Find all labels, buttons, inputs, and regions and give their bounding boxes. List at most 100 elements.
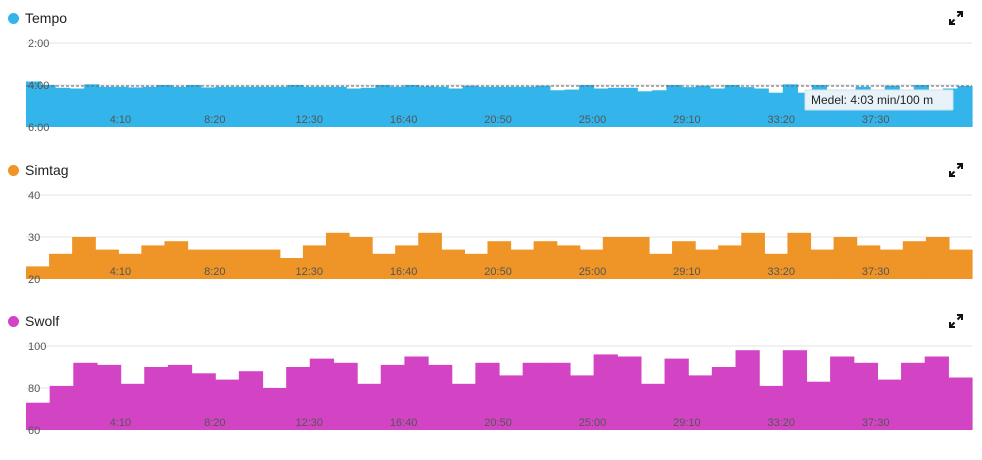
- chart-bar[interactable]: [258, 86, 275, 127]
- chart-bar[interactable]: [856, 245, 881, 279]
- chart-bar[interactable]: [96, 364, 122, 430]
- chart-bar[interactable]: [741, 232, 765, 279]
- chart-bar[interactable]: [233, 249, 258, 279]
- chart-bar[interactable]: [901, 362, 926, 430]
- chart-bar[interactable]: [302, 245, 327, 279]
- chart-bar[interactable]: [273, 86, 289, 127]
- chart-bar[interactable]: [113, 86, 129, 127]
- chart-bar[interactable]: [957, 86, 973, 127]
- chart-bar[interactable]: [84, 84, 100, 127]
- chart-bar[interactable]: [877, 379, 902, 430]
- chart-bar[interactable]: [564, 89, 580, 127]
- chart-bar[interactable]: [579, 249, 604, 279]
- chart-bar[interactable]: [389, 86, 405, 127]
- chart-bar[interactable]: [556, 245, 581, 279]
- chart-bar[interactable]: [433, 86, 449, 127]
- chart-bar[interactable]: [546, 362, 571, 430]
- chart-bar[interactable]: [549, 90, 566, 127]
- chart-bar[interactable]: [535, 85, 551, 127]
- chart-bar[interactable]: [711, 367, 737, 430]
- chart-bar[interactable]: [710, 88, 726, 128]
- chart-bar[interactable]: [651, 90, 667, 127]
- chart-bar[interactable]: [672, 241, 696, 279]
- chart-bar[interactable]: [475, 362, 500, 430]
- chart-bar[interactable]: [309, 358, 335, 430]
- chart-bar[interactable]: [753, 88, 769, 128]
- chart-bar[interactable]: [200, 87, 216, 127]
- chart-bar[interactable]: [141, 245, 166, 279]
- chart-bar[interactable]: [510, 249, 535, 279]
- chart-bar[interactable]: [491, 86, 507, 127]
- chart-bar[interactable]: [462, 85, 478, 127]
- chart-bar[interactable]: [768, 92, 784, 127]
- chart-bar[interactable]: [739, 87, 755, 127]
- chart-bar[interactable]: [695, 249, 719, 279]
- chart-bar[interactable]: [782, 84, 798, 127]
- chart-bar[interactable]: [404, 85, 420, 127]
- chart-bar[interactable]: [262, 388, 287, 430]
- chart-bar[interactable]: [256, 249, 281, 279]
- chart-bar[interactable]: [286, 367, 311, 430]
- chart-bar[interactable]: [191, 373, 216, 430]
- chart-bar[interactable]: [948, 377, 973, 431]
- chart-bar[interactable]: [879, 249, 904, 279]
- chart-bar[interactable]: [448, 88, 464, 128]
- chart-bar[interactable]: [759, 385, 784, 430]
- chart-bar[interactable]: [26, 266, 50, 279]
- expand-arrows-icon[interactable]: [948, 10, 964, 26]
- chart-bar[interactable]: [171, 86, 187, 127]
- chart-bar[interactable]: [244, 86, 260, 127]
- chart-bar[interactable]: [229, 86, 245, 127]
- chart-bar[interactable]: [144, 367, 169, 430]
- chart-bar[interactable]: [902, 241, 927, 279]
- chart-bar[interactable]: [948, 249, 973, 279]
- chart-bar[interactable]: [664, 358, 689, 430]
- chart-bar[interactable]: [520, 86, 536, 127]
- chart-bar[interactable]: [451, 383, 476, 430]
- chart-bar[interactable]: [167, 364, 193, 430]
- chart-bar[interactable]: [735, 350, 760, 430]
- chart-bar[interactable]: [98, 86, 114, 127]
- chart-bar[interactable]: [210, 249, 235, 279]
- chart-bar[interactable]: [648, 253, 673, 279]
- chart-bar[interactable]: [127, 87, 144, 127]
- chart-bar[interactable]: [464, 253, 489, 279]
- chart-bar[interactable]: [287, 85, 304, 127]
- chart-bar[interactable]: [830, 356, 855, 431]
- chart-bar[interactable]: [331, 86, 347, 127]
- chart-bar[interactable]: [40, 85, 56, 127]
- chart-bar[interactable]: [593, 88, 609, 128]
- chart-bar[interactable]: [666, 85, 682, 127]
- chart-bar[interactable]: [724, 85, 740, 127]
- chart-bar[interactable]: [333, 362, 358, 430]
- chart-bar[interactable]: [360, 87, 376, 127]
- chart-bar[interactable]: [73, 362, 98, 430]
- chart-bar[interactable]: [441, 249, 465, 279]
- chart-bar[interactable]: [853, 362, 878, 430]
- chart-bar[interactable]: [156, 85, 173, 127]
- chart-bar[interactable]: [640, 383, 666, 430]
- expand-arrows-icon[interactable]: [948, 162, 964, 178]
- chart-bar[interactable]: [95, 249, 119, 279]
- chart-bar[interactable]: [404, 356, 429, 431]
- chart-bar[interactable]: [372, 253, 396, 279]
- chart-bar[interactable]: [317, 86, 333, 127]
- chart-bar[interactable]: [26, 81, 42, 128]
- chart-bar[interactable]: [608, 87, 624, 127]
- chart-bar[interactable]: [810, 249, 835, 279]
- chart-bar[interactable]: [325, 232, 350, 279]
- chart-bar[interactable]: [120, 383, 145, 430]
- chart-bar[interactable]: [622, 87, 638, 127]
- tempo-plot[interactable]: 2:00 4:00 6:00 4:10 8:20 12:30 16:40 20:50 25:00…: [0, 6, 982, 157]
- chart-bar[interactable]: [302, 86, 318, 127]
- swolf-plot[interactable]: 100 80 60 4:10 8:20 12:30 16:40 20:50 25:00 29:10…: [0, 309, 982, 460]
- chart-bar[interactable]: [238, 371, 264, 430]
- chart-bar[interactable]: [26, 402, 51, 430]
- chart-bar[interactable]: [680, 87, 697, 127]
- chart-bar[interactable]: [346, 88, 362, 128]
- chart-bar[interactable]: [764, 253, 789, 279]
- chart-bar[interactable]: [499, 375, 524, 430]
- chart-bar[interactable]: [593, 354, 618, 430]
- chart-bar[interactable]: [925, 237, 950, 279]
- chart-bar[interactable]: [49, 253, 73, 279]
